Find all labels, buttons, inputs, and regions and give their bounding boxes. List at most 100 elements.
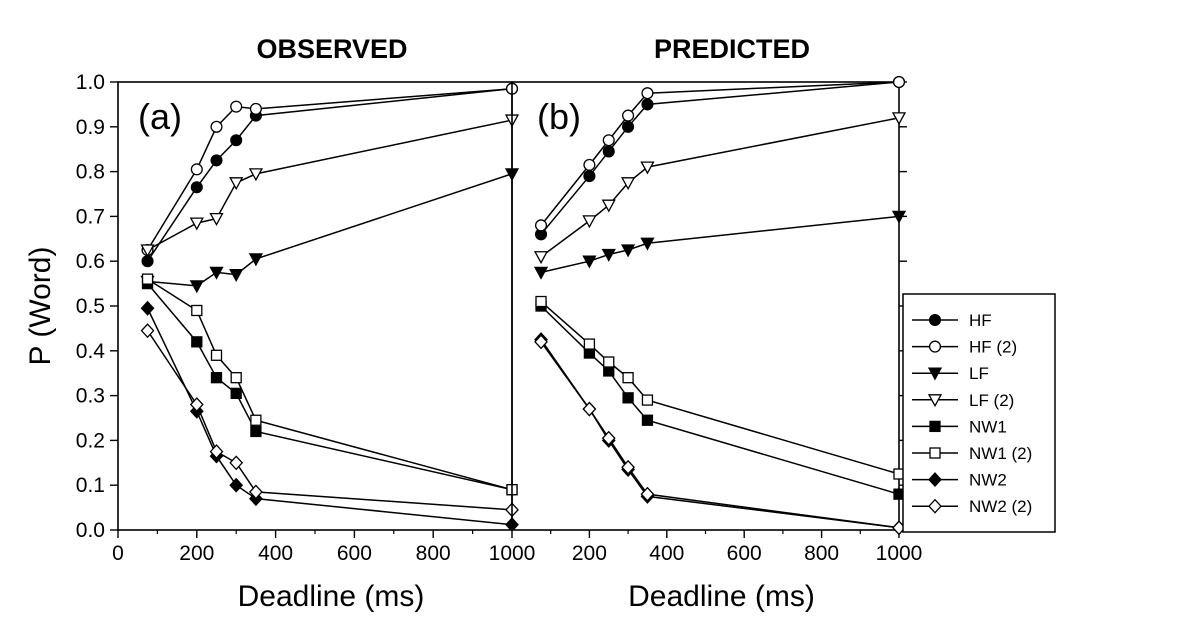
legend-entry-hf-2: HF (2)	[912, 338, 1017, 357]
data-point-lf	[229, 268, 244, 282]
data-point-nw2-2	[249, 484, 263, 500]
series-line-lf-2	[540, 117, 900, 258]
data-point-lf-2	[621, 177, 636, 191]
x-tick-label: 800	[416, 542, 451, 565]
data-point-lf-2	[601, 199, 616, 213]
data-point-nw1-2	[641, 394, 654, 406]
data-point-lf-2	[582, 215, 597, 229]
legend-label: NW2	[969, 471, 1007, 490]
panel-label: (a)	[138, 96, 182, 137]
series-line-hf-2	[146, 87, 513, 251]
plot-frame	[117, 81, 513, 531]
series-line-nw1	[146, 283, 513, 491]
legend-entry-lf-2: LF (2)	[912, 391, 1014, 410]
data-point-hf	[583, 170, 596, 183]
series-line-hf	[540, 81, 900, 235]
data-point-nw1-2	[535, 295, 547, 308]
panel-label: (b)	[537, 96, 581, 137]
series-line-hf-2	[540, 81, 900, 226]
data-point-nw2-2	[601, 430, 616, 446]
data-point-nw1-2	[583, 338, 596, 350]
data-point-hf	[602, 145, 615, 158]
data-point-nw2-2	[189, 397, 204, 413]
legend-label: LF (2)	[969, 391, 1014, 410]
series-line-nw2-2	[540, 341, 900, 529]
data-point-lf-2	[140, 244, 155, 258]
legend-label: LF	[969, 364, 989, 383]
legend-marker	[927, 367, 943, 381]
data-point-lf-2	[209, 212, 224, 226]
legend-label: NW2 (2)	[969, 497, 1032, 516]
series-hf-2	[141, 82, 519, 257]
data-point-lf	[582, 255, 597, 269]
data-point-hf-2	[892, 75, 906, 89]
data-point-nw1	[622, 392, 634, 404]
y-tick-label: 0.2	[76, 429, 105, 452]
data-point-nw2-2	[534, 334, 548, 350]
x-tick-label: 400	[649, 542, 684, 565]
x-tick-label: 1000	[876, 542, 923, 565]
data-point-lf-2	[229, 177, 244, 191]
series-line-nw1-2	[540, 300, 900, 475]
series-lf	[533, 210, 907, 280]
series-line-nw2-2	[146, 330, 513, 511]
data-point-hf-2	[583, 158, 596, 171]
x-tick-label: 1000	[489, 542, 536, 565]
data-point-nw2	[140, 300, 155, 316]
series-line-lf-2	[147, 119, 513, 251]
data-point-nw1-2	[210, 349, 223, 361]
series-line-nw1-2	[147, 278, 513, 491]
series-line-lf	[540, 215, 900, 274]
data-point-hf-2	[249, 102, 262, 115]
data-point-nw1-2	[250, 414, 262, 426]
data-point-nw2	[229, 477, 244, 493]
data-point-nw1	[230, 387, 242, 400]
data-point-lf	[601, 248, 616, 262]
data-point-hf-2	[622, 109, 635, 122]
data-point-nw1	[191, 336, 203, 348]
data-point-nw2-2	[621, 459, 635, 475]
data-point-lf-2	[891, 112, 907, 126]
data-point-hf	[641, 98, 654, 111]
legend-marker	[928, 498, 942, 514]
data-point-hf-2	[190, 163, 203, 176]
data-point-nw1-2	[191, 304, 203, 317]
legend-entry-nw1-2: NW1 (2)	[912, 444, 1032, 463]
data-point-hf	[190, 181, 203, 194]
legend-entry-nw2: NW2	[912, 471, 1007, 490]
data-point-lf-2	[640, 161, 655, 175]
x-tick-label: 600	[337, 542, 372, 565]
y-tick-label: 0.5	[76, 295, 105, 318]
data-point-hf	[210, 154, 223, 167]
data-point-lf-2	[189, 217, 204, 231]
series-nw2-2	[140, 323, 519, 518]
legend-entry-nw1: NW1	[912, 417, 1007, 436]
data-point-nw2-2	[582, 401, 597, 417]
legend-marker	[927, 394, 943, 408]
series-lf-2	[533, 112, 907, 265]
data-point-lf	[209, 266, 224, 280]
series-line-hf	[146, 87, 513, 262]
y-tick-label: 0.1	[76, 474, 105, 497]
data-point-hf-2	[230, 100, 243, 113]
x-tick-label: 400	[258, 542, 293, 565]
data-point-lf	[621, 244, 636, 258]
data-point-lf-2	[533, 251, 549, 265]
data-point-nw1	[641, 414, 654, 426]
y-tick-label: 0.9	[76, 116, 105, 139]
data-point-lf-2	[248, 168, 263, 182]
data-point-hf	[622, 120, 635, 133]
legend-label: HF	[969, 311, 992, 330]
panel-title: PREDICTED	[654, 34, 810, 64]
data-point-lf	[189, 280, 204, 294]
legend-marker	[928, 472, 942, 488]
legend-label: NW1 (2)	[969, 444, 1032, 463]
data-point-lf	[248, 253, 263, 267]
y-tick-label: 0.0	[76, 519, 105, 542]
data-point-nw2-2	[140, 323, 155, 339]
data-point-hf	[141, 255, 154, 268]
data-point-hf	[230, 134, 243, 147]
data-point-nw1-2	[230, 372, 242, 384]
data-point-lf	[640, 237, 655, 251]
